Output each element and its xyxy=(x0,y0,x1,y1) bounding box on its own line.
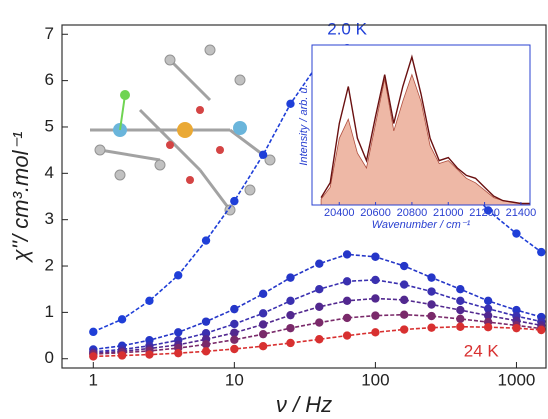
data-point xyxy=(118,315,126,323)
data-point xyxy=(315,285,323,293)
data-point xyxy=(315,260,323,268)
data-point xyxy=(286,100,294,108)
data-point xyxy=(174,271,182,279)
y-tick-label: 4 xyxy=(45,163,54,182)
data-point xyxy=(89,352,97,360)
data-point xyxy=(427,300,435,308)
y-tick-label: 5 xyxy=(45,116,54,135)
data-point xyxy=(484,323,492,331)
data-point xyxy=(427,312,435,320)
data-point xyxy=(400,280,408,288)
data-point xyxy=(259,290,267,298)
series-line xyxy=(93,254,541,349)
y-tick-label: 1 xyxy=(45,302,54,321)
data-point xyxy=(230,345,238,353)
data-point xyxy=(286,339,294,347)
data-point xyxy=(400,325,408,333)
x-tick-label: 1 xyxy=(89,370,98,389)
y-tick-label: 6 xyxy=(45,70,54,89)
data-point xyxy=(484,297,492,305)
data-point xyxy=(537,326,545,334)
data-point xyxy=(456,315,464,323)
data-point xyxy=(427,323,435,331)
x-tick-label: 20800 xyxy=(397,207,428,219)
data-point xyxy=(371,276,379,284)
x-tick-label: 20600 xyxy=(360,207,391,219)
data-point xyxy=(427,273,435,281)
x-tick-label: 21000 xyxy=(433,207,464,219)
x-tick-label: 20400 xyxy=(324,207,355,219)
data-point xyxy=(259,330,267,338)
data-point xyxy=(456,323,464,331)
x-tick-label: 100 xyxy=(361,370,389,389)
data-point xyxy=(286,311,294,319)
data-point xyxy=(286,273,294,281)
figure: 2.0 K 24 K 1 10 100 1000 0 1 2 3 4 5 6 7 ν / Hz χ''/ cm… xyxy=(0,0,548,419)
data-point xyxy=(118,351,126,359)
data-point xyxy=(89,328,97,336)
data-point xyxy=(259,342,267,350)
data-point xyxy=(456,297,464,305)
data-point xyxy=(512,324,520,332)
y-axis-label: χ''/ cm³.mol⁻¹ xyxy=(8,132,33,264)
y-axis-label: Intensity / arb. u. xyxy=(298,84,310,165)
x-axis-label: ν / Hz xyxy=(276,392,332,417)
x-tick-label: 1000 xyxy=(498,370,536,389)
molecule-structure xyxy=(90,45,275,215)
data-point xyxy=(230,336,238,344)
data-point xyxy=(174,328,182,336)
data-point xyxy=(371,294,379,302)
data-point xyxy=(512,229,520,237)
data-point xyxy=(315,303,323,311)
data-point xyxy=(400,262,408,270)
data-point xyxy=(400,296,408,304)
data-point xyxy=(202,236,210,244)
data-point xyxy=(371,311,379,319)
data-point xyxy=(371,328,379,336)
data-point xyxy=(343,297,351,305)
data-point xyxy=(259,151,267,159)
data-point xyxy=(259,320,267,328)
y-tick-label: 2 xyxy=(45,256,54,275)
data-point xyxy=(230,197,238,205)
data-point xyxy=(174,349,182,357)
data-point xyxy=(145,350,153,358)
data-point xyxy=(259,309,267,317)
series-label: 24 K xyxy=(464,341,500,360)
inset-chart: 20400 20600 20800 21000 21200 21400 Wavenumber… xyxy=(298,45,536,231)
data-point xyxy=(230,305,238,313)
data-point xyxy=(286,297,294,305)
data-point xyxy=(343,250,351,258)
x-axis-label: Wavenumber / cm⁻¹ xyxy=(372,219,471,231)
series-label: 2.0 K xyxy=(327,20,367,39)
x-tick-label: 21400 xyxy=(506,207,537,219)
data-point xyxy=(343,314,351,322)
data-point xyxy=(230,320,238,328)
data-point xyxy=(145,297,153,305)
data-point xyxy=(315,335,323,343)
data-point xyxy=(537,248,545,256)
x-tick-label: 21200 xyxy=(469,207,500,219)
data-point xyxy=(315,318,323,326)
y-tick-label: 3 xyxy=(45,209,54,228)
data-point xyxy=(343,277,351,285)
data-point xyxy=(202,347,210,355)
data-point xyxy=(427,287,435,295)
data-point xyxy=(202,317,210,325)
data-point xyxy=(343,331,351,339)
data-point xyxy=(371,253,379,261)
data-point xyxy=(400,310,408,318)
data-point xyxy=(456,285,464,293)
data-point xyxy=(286,324,294,332)
x-tick-label: 10 xyxy=(225,370,244,389)
y-tick-label: 0 xyxy=(45,348,54,367)
data-point xyxy=(456,306,464,314)
y-tick-label: 7 xyxy=(45,24,54,43)
